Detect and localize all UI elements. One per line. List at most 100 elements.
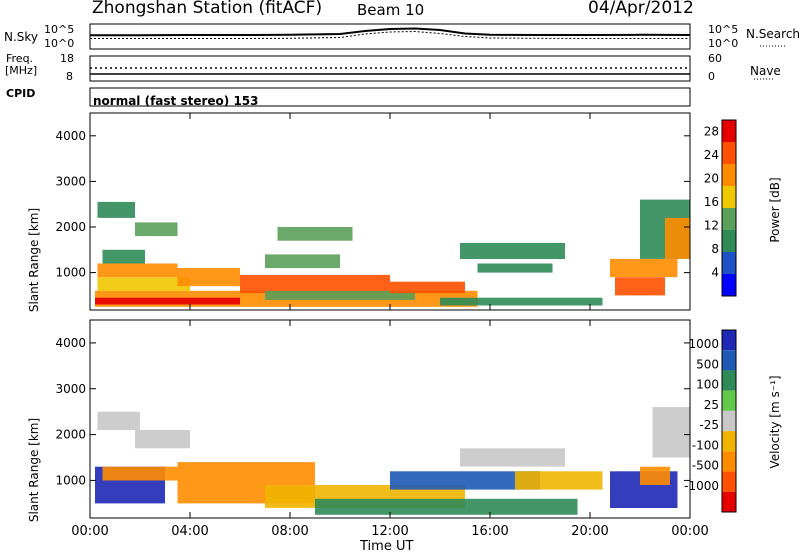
nave-label: Nave [750, 64, 781, 78]
velocity-colorbar-segment [722, 491, 736, 512]
velocity-y-axis-label: Slant Range [km] [27, 417, 41, 523]
power-colorbar-tick: 16 [704, 195, 719, 209]
nave-tick-bottom: 0 [708, 70, 715, 83]
power-y-tick-label: 4000 [55, 129, 86, 143]
velocity-y-tick-label: 2000 [55, 428, 86, 442]
power-panel: 1000 2000 3000 4000 [55, 112, 691, 311]
freq-tick-top: 18 [60, 52, 74, 65]
velocity-colorbar-tick: -25 [699, 418, 719, 432]
velocity-colorbar-segment [722, 390, 736, 411]
power-region [177, 268, 240, 287]
velocity-region [515, 471, 603, 490]
x-tick-label: 00:00 [671, 524, 708, 539]
velocity-colorbar-tick: 100 [696, 378, 719, 392]
velocity-colorbar-segment [722, 350, 736, 371]
velocity-colorbar-frame [721, 329, 737, 513]
velocity-colorbar-tick: 500 [696, 357, 719, 371]
power-colorbar-segment [722, 274, 736, 296]
x-tick-label: 04:00 [171, 524, 208, 539]
velocity-colorbar-segment [722, 370, 736, 391]
date-label: 04/Apr/2012 [588, 0, 694, 18]
nsky-line [90, 27, 691, 37]
nsearch-tick-bottom: 10^0 [708, 37, 739, 50]
colorbars: 4 8 12 16 20 24 28 1000 500 100 25 -25 -100 -500 -1000 [684, 119, 737, 513]
power-region [265, 254, 340, 269]
velocity-y-tick-label: 3000 [55, 382, 86, 396]
power-colorbar-tick: 12 [704, 219, 719, 233]
power-colorbar-tick: 4 [711, 266, 719, 280]
power-colorbar-segment [722, 164, 736, 186]
power-y-axis-label: Slant Range [km] [27, 207, 41, 313]
power-region [102, 249, 145, 264]
velocity-colorbar-segment [722, 431, 736, 452]
power-y-tick-label: 1000 [55, 266, 86, 280]
summary-panels [89, 23, 786, 107]
power-region [665, 217, 690, 259]
power-region [460, 243, 565, 259]
x-tick-label: 16:00 [471, 524, 508, 539]
freq-tick-bottom: 8 [66, 70, 73, 83]
x-tick-label: 12:00 [371, 524, 408, 539]
x-tick-label: 08:00 [271, 524, 308, 539]
power-colorbar-tick: 20 [704, 172, 719, 186]
power-colorbar-segment [722, 186, 736, 208]
velocity-colorbar-tick: -1000 [684, 479, 719, 493]
cpid-panel-frame [89, 87, 691, 107]
nsearch-label: N.Search [746, 27, 800, 41]
freq-unit-label: [MHz] [5, 64, 38, 77]
velocity-y-tick-label: 4000 [55, 336, 86, 350]
velocity-colorbar-segment [722, 410, 736, 432]
velocity-colorbar-tick: 1000 [688, 337, 719, 351]
power-region [240, 274, 390, 294]
power-region [277, 227, 353, 241]
power-region [135, 222, 178, 237]
nsky-label: N.Sky [4, 30, 39, 44]
nsky-tick-top: 10^5 [44, 23, 75, 36]
velocity-region [460, 448, 565, 467]
power-region [265, 290, 415, 300]
power-colorbar-segment [722, 120, 736, 142]
cpid-label: CPID [6, 87, 36, 100]
power-region [97, 263, 178, 278]
velocity-region [390, 471, 540, 490]
power-colorbar-tick: 24 [704, 148, 719, 162]
cpid-value: normal (fast stereo) 153 [93, 94, 259, 108]
velocity-colorbar-tick: -100 [692, 438, 719, 452]
velocity-colorbar-segment [722, 471, 736, 492]
velocity-region [135, 430, 190, 449]
power-region [615, 277, 665, 296]
velocity-colorbar-label: Velocity [m s⁻¹] [768, 375, 782, 469]
power-colorbar-segment [722, 208, 736, 230]
power-colorbar-segment [722, 142, 736, 164]
velocity-panel: 1000 2000 3000 4000 00:00 04:00 08:00 12:00 16:0… [55, 319, 709, 539]
nsearch-tick-top: 10^5 [708, 23, 739, 36]
power-colorbar-segment [722, 252, 736, 274]
velocity-region [640, 466, 670, 485]
power-region [440, 297, 603, 306]
velocity-region [652, 407, 690, 458]
power-region [477, 263, 553, 273]
velocity-colorbar-segment [722, 330, 736, 351]
power-region [97, 201, 135, 218]
nsky-tick-bottom: 10^0 [44, 37, 75, 50]
power-region [390, 281, 465, 294]
x-tick-label: 20:00 [571, 524, 608, 539]
x-tick-label: 00:00 [71, 524, 108, 539]
power-colorbar-tick: 28 [704, 125, 719, 139]
power-y-tick-label: 2000 [55, 220, 86, 234]
power-colorbar-frame [721, 119, 737, 297]
velocity-region [102, 466, 178, 481]
power-y-tick-label: 3000 [55, 174, 86, 188]
velocity-region [315, 498, 578, 515]
power-region [610, 258, 678, 278]
velocity-colorbar-tick: 25 [704, 398, 719, 412]
beam-label: Beam 10 [357, 1, 425, 19]
station-title: Zhongshan Station (fitACF) [92, 0, 323, 18]
x-axis-label: Time UT [360, 539, 414, 554]
power-colorbar-label: Power [dB] [768, 177, 782, 243]
velocity-region [97, 411, 140, 430]
nsearch-line [90, 30, 690, 39]
velocity-y-tick-label: 1000 [55, 473, 86, 487]
power-region [97, 277, 190, 291]
